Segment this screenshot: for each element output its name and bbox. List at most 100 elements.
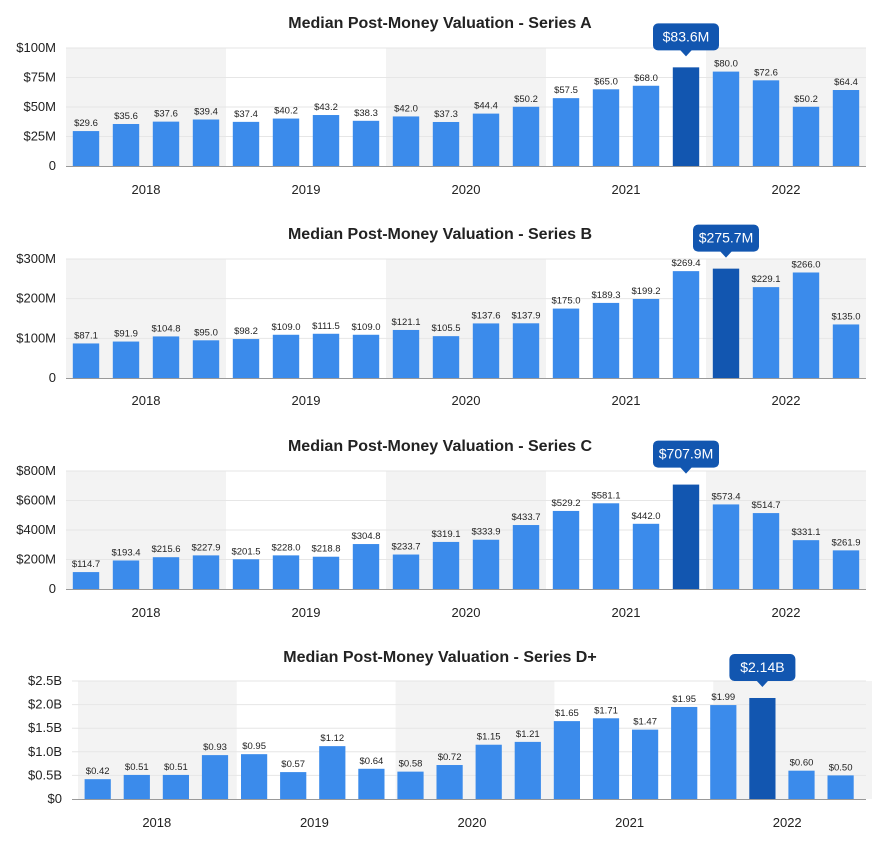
data-label: $215.6 <box>151 544 180 555</box>
data-label: $189.3 <box>591 290 620 301</box>
data-label: $514.7 <box>751 500 780 511</box>
data-label: $37.3 <box>434 109 458 120</box>
data-label: $175.0 <box>551 296 580 307</box>
data-label: $105.5 <box>431 323 460 334</box>
data-label: $331.1 <box>791 527 820 538</box>
data-label: $0.93 <box>203 742 227 753</box>
bar <box>72 343 100 378</box>
data-label: $91.9 <box>114 329 138 340</box>
callout-pointer <box>680 49 692 57</box>
y-tick-label: $75M <box>23 70 56 85</box>
callout-box <box>693 224 759 252</box>
y-tick-label: $200M <box>16 552 56 567</box>
y-tick-label: $25M <box>23 129 56 144</box>
bar <box>84 779 111 799</box>
bar <box>280 772 307 799</box>
data-label: $228.0 <box>271 542 300 553</box>
bar <box>752 287 780 378</box>
data-label: $40.2 <box>274 106 298 117</box>
bar <box>514 741 541 799</box>
data-label: $0.64 <box>360 756 384 767</box>
bar <box>392 116 420 166</box>
y-tick-label: $100M <box>16 40 56 55</box>
bar <box>792 106 820 166</box>
bar <box>712 504 740 589</box>
x-year-label: 2022 <box>772 605 801 620</box>
bar <box>240 754 268 799</box>
chart-panel-1: Median Post-Money Valuation - Series A 0 $… <box>16 15 866 197</box>
bar <box>472 113 500 166</box>
callout-box <box>653 23 719 51</box>
data-label: $442.0 <box>631 511 660 522</box>
y-tick-label: $2.5B <box>28 673 62 688</box>
data-label: $573.4 <box>711 491 740 502</box>
bar <box>631 729 659 799</box>
bar <box>312 556 340 589</box>
data-label: $87.1 <box>74 330 98 341</box>
bar <box>832 324 860 378</box>
x-year-label: 2020 <box>452 182 481 197</box>
callout-pointer <box>720 251 732 258</box>
bar <box>272 118 300 166</box>
bar <box>592 503 620 589</box>
bar <box>792 540 820 589</box>
bar <box>352 544 380 589</box>
x-year-label: 2021 <box>612 393 641 408</box>
data-label: $304.8 <box>351 531 380 542</box>
data-label: $1.95 <box>672 694 696 705</box>
data-label: $42.0 <box>394 103 418 114</box>
bar <box>788 770 815 799</box>
y-tick-label: $300M <box>16 251 56 266</box>
x-year-label: 2021 <box>612 605 641 620</box>
bar <box>152 557 180 589</box>
bar <box>512 106 540 166</box>
bar <box>112 341 140 378</box>
bar <box>672 271 700 378</box>
data-label: $433.7 <box>511 512 540 523</box>
bar <box>552 98 580 166</box>
bar <box>472 323 500 378</box>
chart-title: Median Post-Money Valuation - Series B <box>288 226 592 243</box>
bar <box>592 89 620 166</box>
bar <box>392 329 420 378</box>
y-tick-label: $400M <box>16 522 56 537</box>
data-label: $269.4 <box>671 258 700 269</box>
bar <box>392 554 420 589</box>
bar <box>472 539 500 589</box>
bar <box>512 323 540 378</box>
bar <box>192 340 220 378</box>
data-label: $121.1 <box>391 317 420 328</box>
data-label: $1.71 <box>594 705 618 716</box>
bar <box>632 523 660 589</box>
bar <box>432 541 460 589</box>
x-year-label: 2020 <box>452 605 481 620</box>
data-label: $529.2 <box>551 498 580 509</box>
x-year-label: 2019 <box>300 815 329 830</box>
bar <box>671 706 698 799</box>
data-label: $64.4 <box>834 77 858 88</box>
chart-title: Median Post-Money Valuation - Series A <box>288 15 592 32</box>
data-label: $35.6 <box>114 111 138 122</box>
x-year-label: 2019 <box>292 393 321 408</box>
x-year-label: 2022 <box>772 182 801 197</box>
data-label: $261.9 <box>831 537 860 548</box>
data-label: $65.0 <box>594 76 618 87</box>
x-year-label: 2022 <box>772 393 801 408</box>
data-label: $38.3 <box>354 108 378 119</box>
data-label: $0.50 <box>829 762 853 773</box>
callout-box <box>653 440 719 468</box>
data-label: $57.5 <box>554 85 578 96</box>
x-year-label: 2018 <box>132 605 161 620</box>
bar <box>352 120 380 166</box>
bar <box>72 131 100 166</box>
bar <box>312 333 340 378</box>
bar <box>632 85 660 166</box>
bar <box>192 119 220 166</box>
y-tick-label: $0 <box>48 791 62 806</box>
x-year-label: 2020 <box>458 815 487 830</box>
y-tick-label: $1.5B <box>28 720 62 735</box>
bar <box>319 746 346 799</box>
data-label: $114.7 <box>72 559 100 570</box>
